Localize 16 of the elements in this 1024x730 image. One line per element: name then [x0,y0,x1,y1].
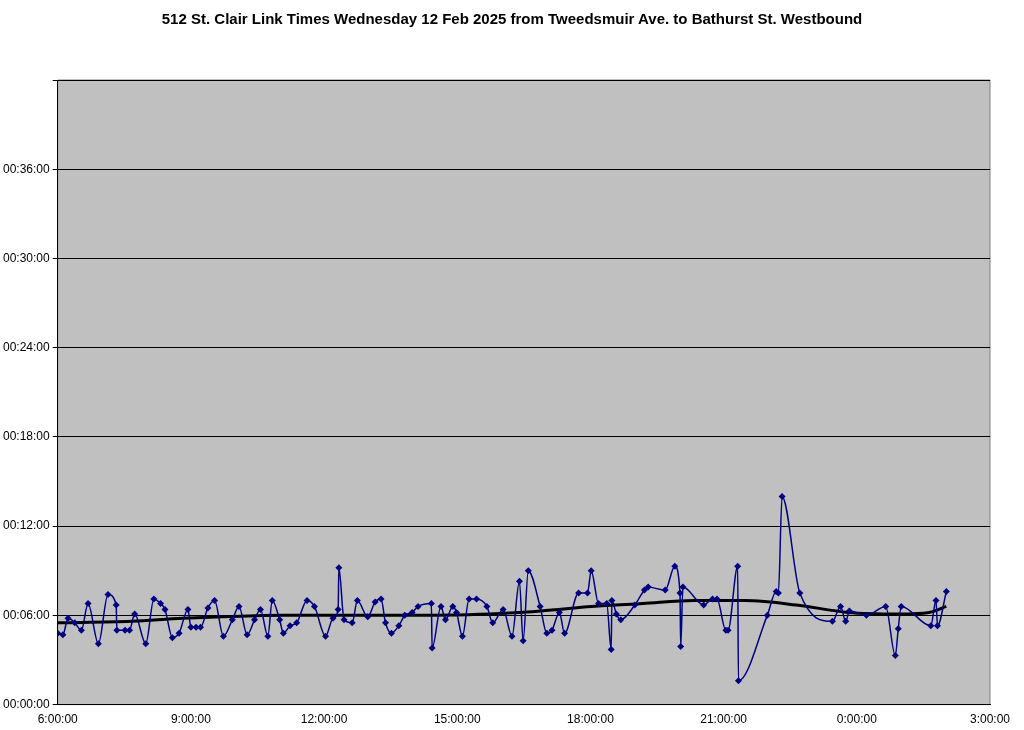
y-tick-label: 00:24:00 [2,340,51,354]
x-tick-label: 21:00:00 [700,712,748,727]
y-tick-label: 00:00:00 [2,696,51,711]
x-tick-label: 3:00:00 [969,712,1011,727]
y-tick-label: 00:12:00 [2,518,51,533]
y-tick-label: 00:18:00 [2,429,51,444]
x-tick-label: 18:00:00 [567,712,615,727]
x-tick-label: 12:00:00 [300,712,348,727]
y-tick-label: 00:30:00 [2,250,51,265]
chart-title: 512 St. Clair Link Times Wednesday 12 Feb 2025 from Tweedsmuir Ave. to Bathurst St. Westbound [160,10,864,28]
y-tick-label: 00:06:00 [2,607,51,622]
x-tick-label: 6:00:00 [37,712,79,727]
y-tick-label: 00:36:00 [2,161,51,176]
x-tick-label: 0:00:00 [836,712,878,727]
x-tick-label: 9:00:00 [170,712,212,727]
x-tick-label: 15:00:00 [433,712,481,727]
